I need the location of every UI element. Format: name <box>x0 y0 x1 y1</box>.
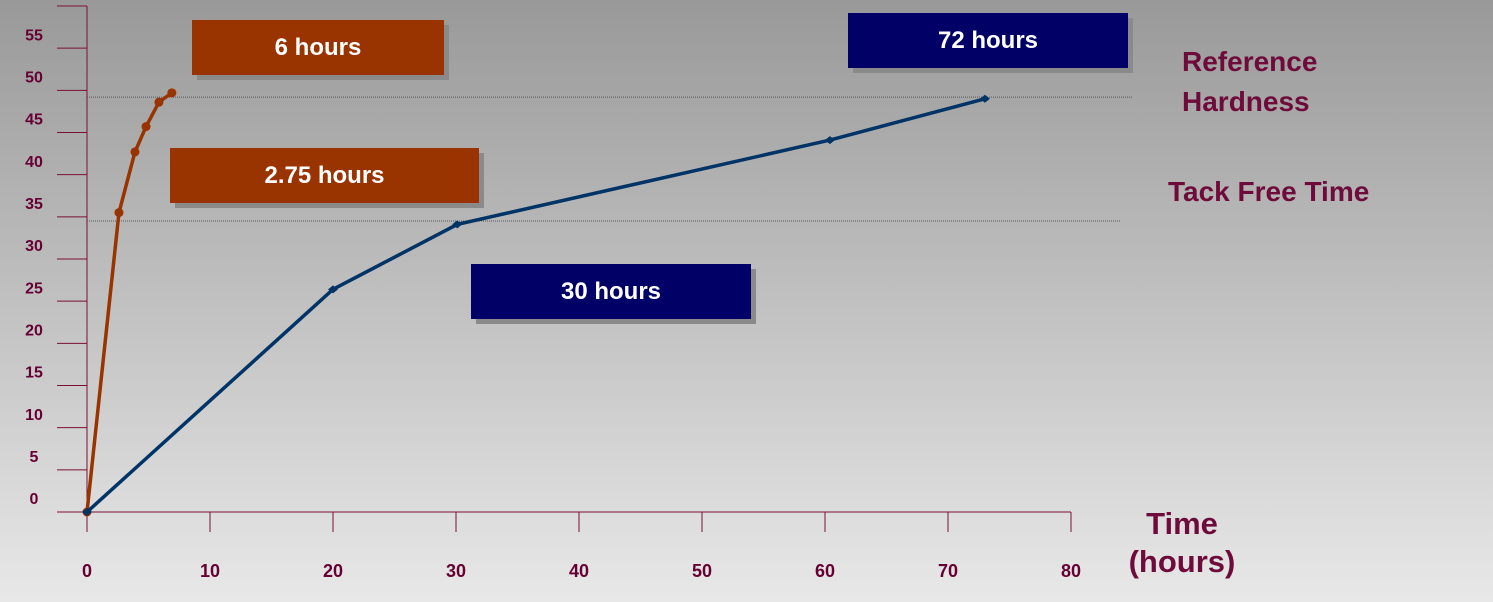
x-tick-label: 40 <box>569 561 589 581</box>
point <box>141 122 151 132</box>
x-axis-label: Time (hours) <box>1128 506 1236 579</box>
x-tick-label: 10 <box>200 561 220 581</box>
x-tick-label: 30 <box>446 561 466 581</box>
y-tick-label: 20 <box>25 323 43 340</box>
y-tick-label: 40 <box>25 154 43 171</box>
y-tick-label: 60 <box>25 0 43 2</box>
y-tick-label: 25 <box>25 280 43 297</box>
y-tick-label: 45 <box>25 112 43 129</box>
y-tick-label: 50 <box>25 70 43 87</box>
point <box>824 136 835 145</box>
annotation-box <box>192 20 444 75</box>
y-tick-label: 35 <box>25 196 43 213</box>
series-line <box>85 91 173 513</box>
point <box>328 285 338 294</box>
x-tick-label: 0 <box>82 561 92 581</box>
x-tick-label: 50 <box>692 561 712 581</box>
point <box>154 97 164 107</box>
x-tick-label: 60 <box>815 561 835 581</box>
y-tick-label: 30 <box>25 238 43 255</box>
x-tick-label: 80 <box>1061 561 1081 581</box>
y-tick-label: 5 <box>30 449 39 466</box>
y-tick-label: 55 <box>25 27 43 44</box>
point <box>979 94 990 103</box>
point <box>452 220 463 229</box>
annotation-text: 6 hours <box>275 34 362 61</box>
y-tick-label: 10 <box>25 407 43 424</box>
y-tick-label: 15 <box>25 365 43 382</box>
annotation-text: 2.75 hours <box>264 162 384 189</box>
annotation-text: 30 hours <box>561 278 661 305</box>
annotation-text: 72 hours <box>938 27 1038 54</box>
reference-label: Reference Hardness <box>1182 46 1318 117</box>
point <box>114 208 124 218</box>
reference-label: Tack Free Time <box>1168 176 1370 207</box>
x-tick-label: 70 <box>938 561 958 581</box>
y-tick-label: 0 <box>30 491 39 508</box>
annotation-box <box>170 148 479 203</box>
annotation-box <box>848 13 1128 68</box>
annotation-box <box>471 264 751 319</box>
point <box>82 508 92 516</box>
point <box>130 147 140 157</box>
point <box>167 88 177 98</box>
x-tick-label: 20 <box>323 561 343 581</box>
